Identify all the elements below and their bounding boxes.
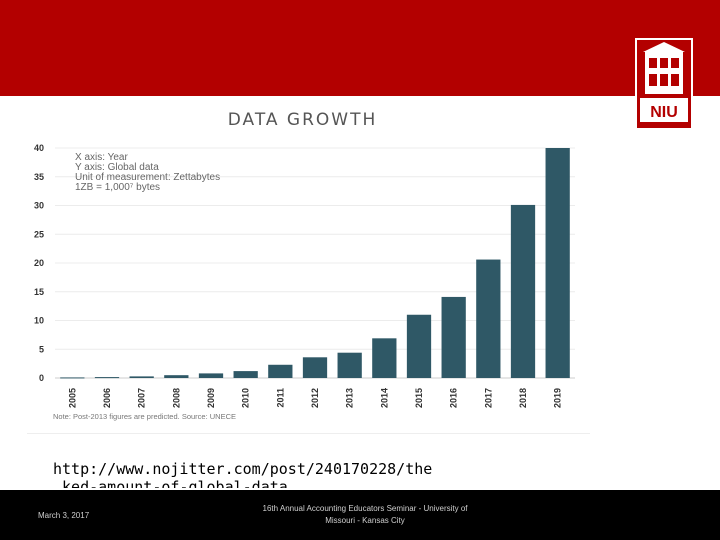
bar-2013 bbox=[337, 352, 362, 378]
x-tick-label: 2014 bbox=[379, 388, 389, 408]
chart-note: Note: Post-2013 figures are predicted. S… bbox=[53, 412, 237, 421]
annotation-x-axis: X axis: Year bbox=[75, 152, 128, 163]
source-url-text: http://www.nojitter.com/post/240170228/t… bbox=[53, 460, 433, 478]
bar-2008 bbox=[164, 375, 189, 378]
x-tick-label: 2009 bbox=[206, 388, 216, 408]
annotation-unit: Unit of measurement: Zettabytes bbox=[75, 172, 220, 183]
bar-2019 bbox=[545, 148, 570, 378]
title-band bbox=[0, 0, 720, 96]
bar-2012 bbox=[302, 357, 328, 378]
x-tick-label: 2008 bbox=[171, 388, 181, 408]
x-tick-label: 2015 bbox=[414, 388, 424, 408]
y-tick-label: 20 bbox=[34, 258, 44, 268]
bar-layer bbox=[60, 148, 570, 379]
x-tick-label: 2017 bbox=[483, 388, 493, 408]
annotation-y-axis: Y axis: Global data bbox=[75, 162, 159, 173]
y-tick-label: 30 bbox=[34, 201, 44, 211]
x-tick-label: 2007 bbox=[137, 388, 147, 408]
footer: March 3, 2017 16th Annual Accounting Edu… bbox=[0, 490, 720, 540]
y-tick-label: 25 bbox=[34, 229, 44, 239]
footer-seminar: 16th Annual Accounting Educators Seminar… bbox=[262, 504, 468, 525]
bar-2018 bbox=[510, 204, 536, 378]
y-tick-label: 40 bbox=[34, 143, 44, 153]
bar-2016 bbox=[441, 296, 466, 378]
x-tick-label: 2005 bbox=[67, 388, 77, 408]
y-tick-label: 0 bbox=[39, 373, 44, 383]
x-tick-label: 2013 bbox=[345, 388, 355, 408]
y-tick-label: 10 bbox=[34, 316, 44, 326]
x-tick-label: 2011 bbox=[275, 388, 285, 408]
x-tick-layer: 2005 2006 2007 2008 2009 2010 2011 2012 2013 2014… bbox=[67, 388, 562, 408]
bar-2017 bbox=[476, 259, 501, 378]
bar-2006 bbox=[94, 377, 120, 379]
bar-chart: 0 5 10 15 20 25 30 35 40 2005 2006 2007 2008 2009 201… bbox=[34, 143, 575, 408]
bar-2011 bbox=[268, 364, 293, 378]
x-tick-label: 2019 bbox=[553, 388, 563, 408]
chart-title: DATA GROWTH bbox=[227, 110, 378, 130]
logo-text: NIU bbox=[650, 104, 678, 121]
x-tick-label: 2006 bbox=[102, 388, 112, 408]
annotation-zb: 1ZB = 1,000⁷ bytes bbox=[75, 182, 160, 193]
y-tick-label: 15 bbox=[34, 287, 44, 297]
x-tick-label: 2012 bbox=[310, 388, 320, 408]
y-tick-layer: 0 5 10 15 20 25 30 35 40 bbox=[34, 143, 44, 383]
bar-2010 bbox=[233, 371, 258, 378]
y-tick-label: 5 bbox=[39, 344, 44, 354]
niu-logo: NIU bbox=[635, 38, 693, 130]
bar-2007 bbox=[129, 376, 154, 378]
x-tick-label: 2010 bbox=[241, 388, 251, 408]
source-url[interactable]: http://www.nojitter.com/post/240170228/t… bbox=[53, 460, 453, 488]
y-tick-label: 35 bbox=[34, 172, 44, 182]
bar-2009 bbox=[198, 373, 224, 378]
annotation-box: X axis: Year Y axis: Global data Unit of… bbox=[75, 152, 220, 193]
x-tick-label: 2018 bbox=[518, 388, 528, 408]
x-tick-label: 2016 bbox=[449, 388, 459, 408]
source-url-overflow: …ked-amount-of-global-data bbox=[53, 478, 288, 488]
bar-2015 bbox=[406, 314, 432, 378]
bar-2005 bbox=[60, 377, 85, 379]
footer-date: March 3, 2017 bbox=[38, 511, 90, 520]
bar-2014 bbox=[372, 338, 397, 378]
